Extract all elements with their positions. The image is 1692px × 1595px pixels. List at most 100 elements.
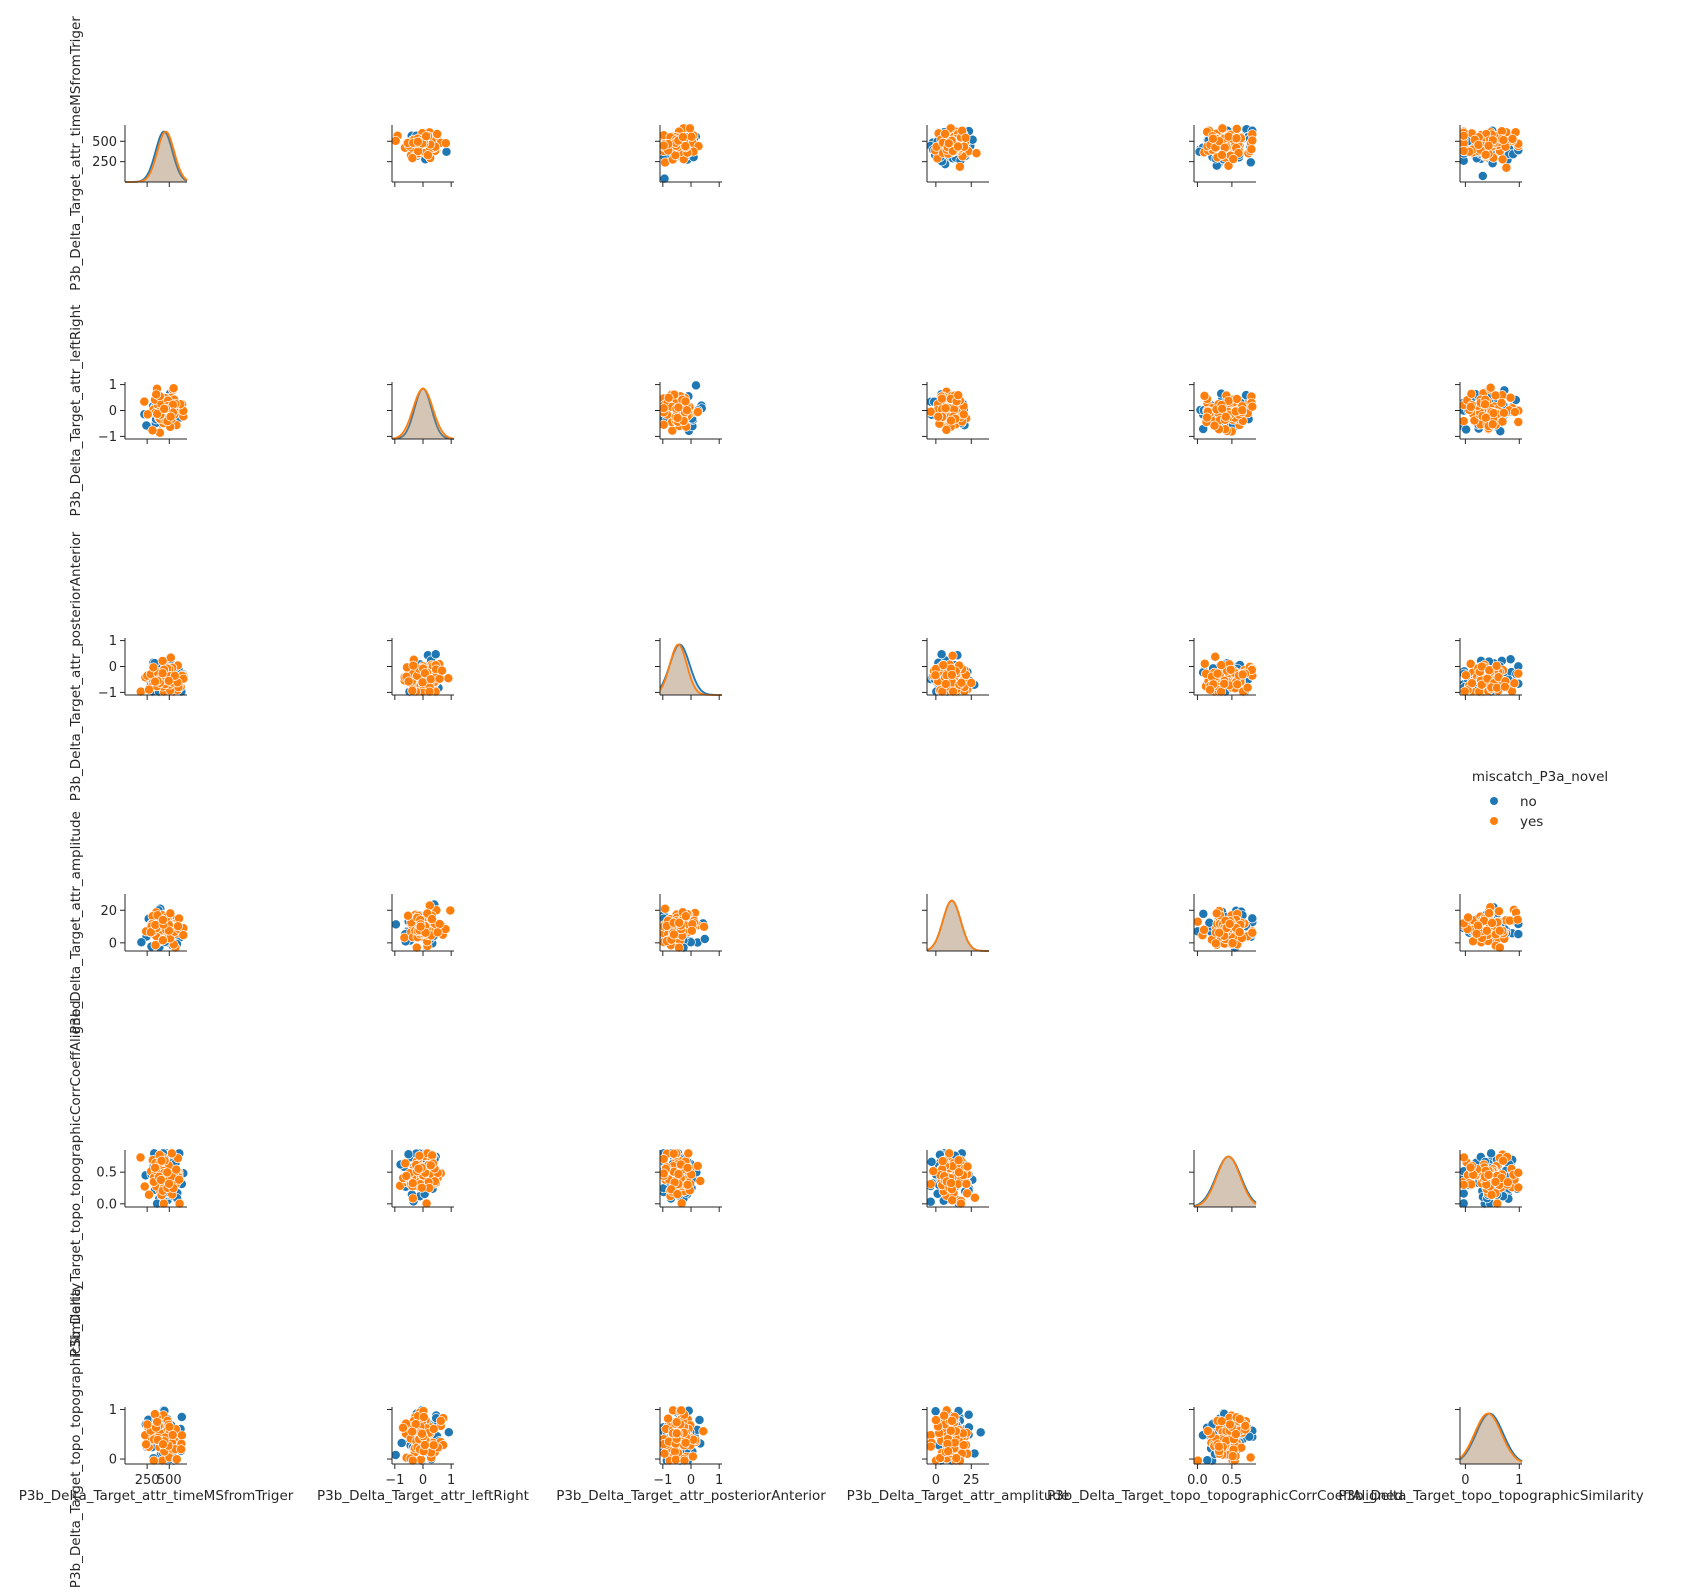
- y-tick-label: −1: [98, 430, 117, 445]
- point-no-4-5-51: [1486, 1148, 1497, 1159]
- point-yes-5-1-113: [435, 1415, 446, 1426]
- point-no-5-3-17: [963, 1409, 974, 1420]
- point-yes-1-4-139: [1237, 405, 1248, 416]
- x-tick-label: 1: [715, 1473, 723, 1488]
- legend-label-yes: yes: [1520, 814, 1543, 830]
- point-yes-5-1-129: [398, 1422, 408, 1433]
- panel-3-3: [922, 894, 989, 956]
- panel-5-1: −1 0 1: [385, 1405, 455, 1488]
- panel-2-1: [387, 638, 454, 700]
- point-yes-5-1-130: [428, 1424, 439, 1434]
- point-yes-2-1-136: [417, 677, 428, 688]
- point-yes-2-4-79: [1199, 658, 1210, 669]
- point-yes-3-1-139: [415, 921, 426, 932]
- point-yes-0-3-134: [960, 132, 971, 143]
- point-yes-5-2-139: [680, 1437, 691, 1448]
- point-yes-3-4-138: [1234, 927, 1245, 938]
- point-yes-0-4-131: [1217, 123, 1228, 134]
- point-yes-4-0-139: [164, 1178, 175, 1189]
- point-no-1-5-43: [1461, 424, 1472, 435]
- point-yes-2-1-128: [408, 660, 419, 671]
- point-yes-1-4-138: [1209, 420, 1220, 431]
- point-yes-3-4-111: [1211, 908, 1222, 919]
- point-yes-1-5-137: [1497, 416, 1508, 427]
- point-yes-2-3-139: [956, 677, 967, 688]
- point-yes-5-0-138: [152, 1416, 163, 1427]
- point-yes-5-2-114: [659, 1448, 670, 1459]
- point-yes-3-2-139: [668, 929, 679, 940]
- point-yes-0-1-139: [412, 136, 423, 147]
- point-yes-1-0-124: [151, 389, 162, 400]
- point-yes-1-5-139: [1490, 390, 1501, 401]
- point-yes-4-1-135: [413, 1163, 424, 1174]
- panel-1-0: −1 0 1: [98, 378, 189, 445]
- point-yes-4-3-135: [953, 1167, 964, 1178]
- point-yes-1-0-111: [142, 409, 153, 420]
- x-tick-label: −1: [653, 1473, 672, 1488]
- point-yes-4-3-107: [961, 1178, 972, 1189]
- point-no-3-4-68: [1247, 913, 1258, 924]
- x-tick-label: 0: [932, 1473, 940, 1488]
- point-yes-2-3-136: [946, 669, 957, 680]
- point-yes-4-5-139: [1465, 1162, 1476, 1173]
- x-axis-label-1: P3b_Delta_Target_attr_leftRight: [317, 1488, 529, 1504]
- point-yes-1-2-124: [692, 407, 703, 417]
- point-yes-2-5-138: [1491, 660, 1502, 671]
- y-axis-label-2: P3b_Delta_Target_attr_posteriorAnterior: [68, 531, 84, 801]
- point-yes-2-5-98: [1509, 678, 1520, 689]
- kde-fill-yes-3: [927, 900, 989, 951]
- panel-3-1: [387, 894, 456, 956]
- point-yes-0-4-135: [1208, 133, 1218, 144]
- point-yes-3-0-131: [173, 921, 183, 932]
- point-yes-5-1-95: [415, 1454, 426, 1465]
- point-yes-3-5-133: [1471, 928, 1482, 939]
- point-no-5-3-28: [975, 1427, 986, 1438]
- point-yes-3-0-135: [157, 935, 168, 946]
- point-yes-3-2-103: [699, 921, 709, 932]
- point-yes-3-1-124: [403, 910, 413, 921]
- point-yes-2-1-109: [443, 673, 454, 684]
- point-yes-1-3-133: [940, 403, 951, 414]
- point-yes-5-0-129: [141, 1439, 152, 1450]
- point-yes-0-4-132: [1247, 135, 1258, 146]
- point-yes-2-5-123: [1467, 678, 1477, 689]
- point-yes-0-5-133: [1458, 130, 1469, 141]
- point-yes-5-3-135: [951, 1453, 962, 1464]
- point-yes-4-2-131: [673, 1169, 684, 1180]
- point-yes-5-4-134: [1230, 1429, 1241, 1440]
- point-yes-3-2-137: [686, 925, 697, 936]
- panel-4-1: [387, 1148, 454, 1212]
- panel-4-3: [922, 1148, 989, 1212]
- x-tick-label: 0: [419, 1473, 427, 1488]
- point-no-5-3-9: [930, 1406, 941, 1417]
- point-yes-1-5-100: [1505, 392, 1516, 403]
- point-yes-4-1-120: [414, 1150, 425, 1161]
- x-tick-label: 0.0: [1187, 1473, 1208, 1488]
- point-yes-3-5-139: [1481, 925, 1492, 936]
- point-yes-2-0-135: [150, 676, 161, 687]
- point-no-3-4-62: [1198, 908, 1209, 919]
- point-yes-3-5-135: [1512, 914, 1523, 925]
- point-yes-4-0-75: [139, 1181, 150, 1192]
- point-yes-5-2-137: [671, 1417, 682, 1428]
- y-axis-label-5: P3b_Delta_Target_topo_topographicSimilar…: [68, 1283, 84, 1588]
- point-yes-0-2-118: [684, 123, 695, 134]
- point-yes-3-4-139: [1214, 927, 1225, 938]
- point-yes-4-3-134: [937, 1156, 948, 1167]
- y-axis-label-1: P3b_Delta_Target_attr_leftRight: [68, 305, 84, 517]
- point-yes-2-3-108: [947, 650, 958, 661]
- point-yes-2-0-138: [163, 675, 174, 686]
- point-yes-4-1-124: [427, 1150, 438, 1161]
- point-yes-3-0-137: [157, 915, 168, 925]
- point-yes-3-4-118: [1227, 938, 1238, 949]
- point-no-2-1-29: [430, 649, 441, 660]
- point-yes-1-5-138: [1487, 419, 1498, 430]
- point-yes-5-1-139: [418, 1412, 429, 1422]
- panel-1-2: [655, 380, 722, 444]
- point-yes-4-3-137: [928, 1166, 939, 1177]
- y-tick-label: 250: [92, 155, 117, 170]
- panel-1-1: [387, 382, 455, 444]
- point-yes-1-3-131: [933, 411, 944, 422]
